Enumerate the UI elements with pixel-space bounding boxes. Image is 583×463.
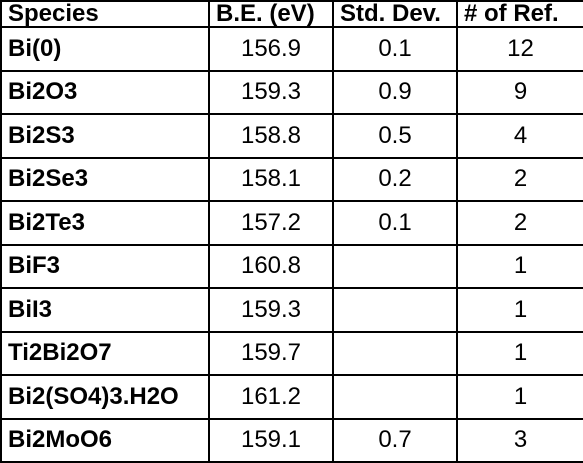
num-refs-cell: 1 [456, 330, 583, 376]
table-row: Bi2(SO4)3.H2O 161.2 1 [0, 374, 583, 420]
binding-energy-cell: 159.7 [208, 330, 334, 376]
species-cell: Bi(0) [0, 26, 210, 72]
table-row: Bi2O3 159.3 0.9 9 [0, 69, 583, 115]
header-row: Species B.E. (eV) Std. Dev. # of Ref. [0, 0, 583, 28]
num-refs-cell: 1 [456, 243, 583, 289]
binding-energy-cell: 159.1 [208, 417, 334, 463]
table-row: Bi(0) 156.9 0.1 12 [0, 26, 583, 72]
table-row: Bi2Se3 158.1 0.2 2 [0, 156, 583, 202]
binding-energy-cell: 160.8 [208, 243, 334, 289]
species-cell: BiF3 [0, 243, 210, 289]
table-row: Ti2Bi2O7 159.7 1 [0, 330, 583, 376]
header-num-refs: # of Ref. [456, 0, 583, 28]
header-binding-energy: B.E. (eV) [208, 0, 334, 28]
species-cell: Bi2Te3 [0, 200, 210, 246]
table-row: BiF3 160.8 1 [0, 243, 583, 289]
num-refs-cell: 2 [456, 200, 583, 246]
species-cell: BiI3 [0, 287, 210, 333]
table-row: Bi2S3 158.8 0.5 4 [0, 113, 583, 159]
binding-energy-cell: 158.1 [208, 156, 334, 202]
binding-energy-cell: 158.8 [208, 113, 334, 159]
species-cell: Bi2(SO4)3.H2O [0, 374, 210, 420]
table-row: BiI3 159.3 1 [0, 287, 583, 333]
table-row: Bi2Te3 157.2 0.1 2 [0, 200, 583, 246]
num-refs-cell: 12 [456, 26, 583, 72]
species-cell: Bi2Se3 [0, 156, 210, 202]
std-dev-cell [332, 330, 458, 376]
species-cell: Bi2S3 [0, 113, 210, 159]
std-dev-cell [332, 287, 458, 333]
std-dev-cell: 0.5 [332, 113, 458, 159]
num-refs-cell: 4 [456, 113, 583, 159]
binding-energy-cell: 159.3 [208, 69, 334, 115]
header-species: Species [0, 0, 210, 28]
num-refs-cell: 3 [456, 417, 583, 463]
num-refs-cell: 1 [456, 287, 583, 333]
header-std-dev: Std. Dev. [332, 0, 458, 28]
std-dev-cell: 0.9 [332, 69, 458, 115]
num-refs-cell: 1 [456, 374, 583, 420]
std-dev-cell: 0.7 [332, 417, 458, 463]
species-cell: Bi2O3 [0, 69, 210, 115]
num-refs-cell: 2 [456, 156, 583, 202]
std-dev-cell: 0.1 [332, 26, 458, 72]
species-cell: Ti2Bi2O7 [0, 330, 210, 376]
std-dev-cell: 0.2 [332, 156, 458, 202]
std-dev-cell: 0.1 [332, 200, 458, 246]
binding-energy-cell: 161.2 [208, 374, 334, 420]
binding-energy-cell: 156.9 [208, 26, 334, 72]
binding-energy-cell: 159.3 [208, 287, 334, 333]
std-dev-cell [332, 243, 458, 289]
species-cell: Bi2MoO6 [0, 417, 210, 463]
num-refs-cell: 9 [456, 69, 583, 115]
table-row: Bi2MoO6 159.1 0.7 3 [0, 417, 583, 463]
std-dev-cell [332, 374, 458, 420]
binding-energy-cell: 157.2 [208, 200, 334, 246]
